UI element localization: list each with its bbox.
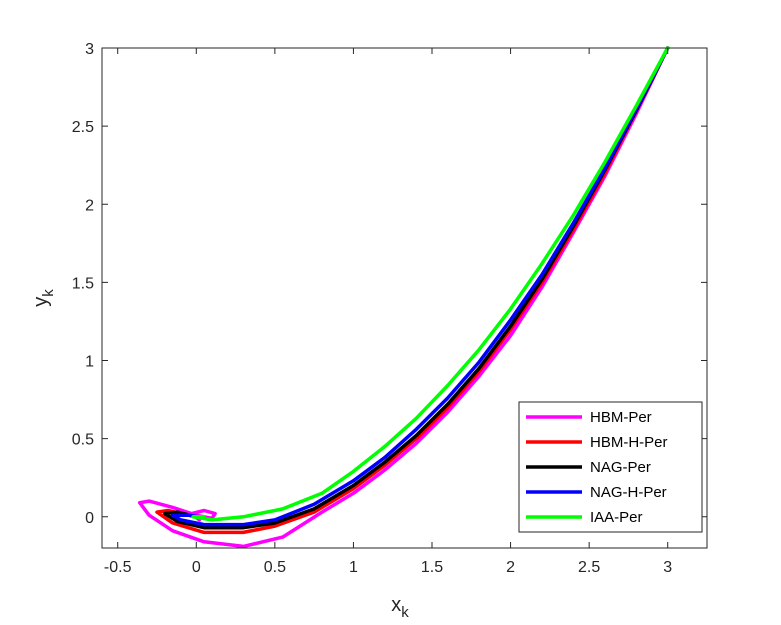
plot-frame [101, 47, 708, 549]
y-tick-label: 1 [85, 354, 94, 371]
legend-label-1: HBM-Per [590, 409, 652, 426]
series-line-4 [170, 46, 670, 527]
y-tick-label: 2 [85, 197, 94, 214]
legend-label-4: NAG-H-Per [590, 484, 667, 501]
x-tick-label: 3 [663, 559, 672, 576]
legend-label-2: HBM-H-Per [590, 434, 668, 451]
y-tick-label: 0.5 [72, 432, 94, 449]
y-tick-label: 1.5 [72, 275, 94, 292]
x-tick-label: 2.5 [578, 559, 600, 576]
x-tick-label: 2 [506, 559, 515, 576]
y-tick-label: 0 [85, 510, 94, 527]
x-axis-label: xk [391, 594, 409, 621]
legend-label-5: IAA-Per [590, 509, 643, 526]
y-tick-label: 3 [85, 41, 94, 58]
x-tick-label: 1 [349, 559, 358, 576]
tick-layer: -0.5 0 0.5 1 1.5 2 2.5 3 0 0.5 1 1.5 2 2.5 3 [72, 41, 707, 576]
series-layer [137, 46, 670, 549]
x-tick-label: 0 [192, 559, 201, 576]
y-tick-label: 2.5 [72, 119, 94, 136]
legend-label-3: NAG-Per [590, 459, 651, 476]
y-axis-label: yk [30, 289, 57, 307]
legend: HBM-Per HBM-H-Per NAG-Per NAG-H-Per IAA-Per [518, 401, 703, 533]
series-line-5 [191, 46, 670, 522]
x-tick-label: 1.5 [421, 559, 443, 576]
x-tick-label: -0.5 [104, 559, 132, 576]
x-tick-label: 0.5 [264, 559, 286, 576]
